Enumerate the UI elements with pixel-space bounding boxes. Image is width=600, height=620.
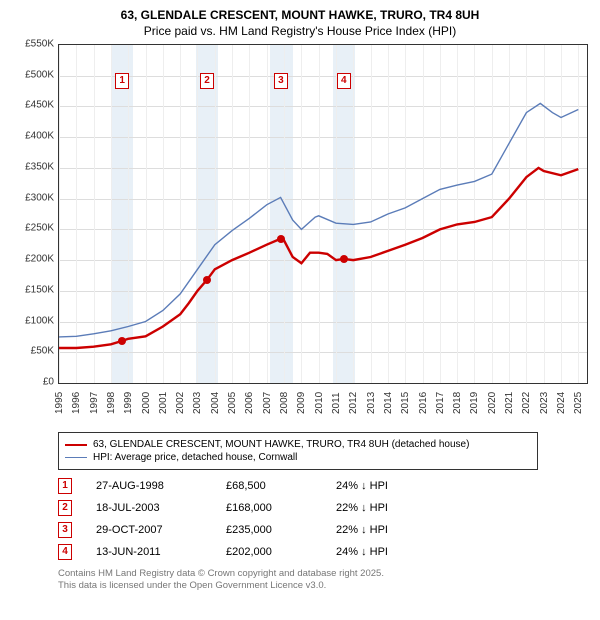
sale-price: £68,500 [226, 480, 336, 492]
x-tick-label: 2024 [556, 392, 567, 414]
y-tick-label: £100K [25, 315, 54, 326]
sale-index-box: 4 [58, 544, 72, 560]
x-tick-label: 2025 [573, 392, 584, 414]
legend-row: 63, GLENDALE CRESCENT, MOUNT HAWKE, TRUR… [65, 439, 531, 450]
y-tick-label: £150K [25, 284, 54, 295]
legend-label: 63, GLENDALE CRESCENT, MOUNT HAWKE, TRUR… [93, 439, 469, 450]
sale-point [118, 337, 126, 345]
legend-label: HPI: Average price, detached house, Corn… [93, 452, 297, 463]
y-axis: £0£50K£100K£150K£200K£250K£300K£350K£400… [12, 44, 56, 384]
x-tick-label: 2010 [314, 392, 325, 414]
series-line [59, 103, 578, 337]
sale-vs-hpi: 22% ↓ HPI [336, 524, 446, 536]
chart-container: 63, GLENDALE CRESCENT, MOUNT HAWKE, TRUR… [0, 0, 600, 601]
x-tick-label: 2007 [262, 392, 273, 414]
sale-index-box: 3 [58, 522, 72, 538]
chart-subtitle: Price paid vs. HM Land Registry's House … [12, 24, 588, 38]
x-tick-label: 2013 [366, 392, 377, 414]
x-tick-label: 1998 [106, 392, 117, 414]
x-tick-label: 2021 [504, 392, 515, 414]
footer-attribution: Contains HM Land Registry data © Crown c… [58, 568, 588, 593]
x-tick-label: 2023 [539, 392, 550, 414]
x-tick-label: 2008 [279, 392, 290, 414]
y-tick-label: £500K [25, 69, 54, 80]
x-tick-label: 2006 [244, 392, 255, 414]
x-tick-label: 2017 [435, 392, 446, 414]
x-tick-label: 1997 [89, 392, 100, 414]
sale-vs-hpi: 22% ↓ HPI [336, 502, 446, 514]
sale-marker: 4 [337, 73, 351, 89]
sale-date: 29-OCT-2007 [96, 524, 226, 536]
sale-row: 3 29-OCT-2007£235,00022% ↓ HPI [58, 522, 588, 538]
sale-index-box: 1 [58, 478, 72, 494]
sale-price: £202,000 [226, 546, 336, 558]
sale-point [277, 235, 285, 243]
sale-vs-hpi: 24% ↓ HPI [336, 480, 446, 492]
y-tick-label: £250K [25, 223, 54, 234]
sale-point [340, 255, 348, 263]
y-tick-label: £50K [31, 346, 54, 357]
sale-row: 2 18-JUL-2003£168,00022% ↓ HPI [58, 500, 588, 516]
x-tick-label: 2005 [227, 392, 238, 414]
y-tick-label: £200K [25, 254, 54, 265]
legend: 63, GLENDALE CRESCENT, MOUNT HAWKE, TRUR… [58, 432, 538, 470]
y-tick-label: £300K [25, 192, 54, 203]
legend-row: HPI: Average price, detached house, Corn… [65, 452, 531, 463]
x-tick-label: 2019 [469, 392, 480, 414]
series-line [59, 168, 578, 348]
legend-swatch [65, 457, 87, 458]
x-tick-label: 2022 [521, 392, 532, 414]
y-tick-label: £350K [25, 161, 54, 172]
sale-marker: 3 [274, 73, 288, 89]
sale-point [203, 276, 211, 284]
sale-date: 13-JUN-2011 [96, 546, 226, 558]
x-tick-label: 2020 [487, 392, 498, 414]
x-tick-label: 2004 [210, 392, 221, 414]
sale-date: 18-JUL-2003 [96, 502, 226, 514]
x-tick-label: 2002 [175, 392, 186, 414]
x-tick-label: 2009 [296, 392, 307, 414]
y-tick-label: £550K [25, 39, 54, 50]
x-tick-label: 2000 [141, 392, 152, 414]
sale-row: 1 27-AUG-1998£68,50024% ↓ HPI [58, 478, 588, 494]
sale-date: 27-AUG-1998 [96, 480, 226, 492]
plot-area: 1 2 3 4 [58, 44, 588, 384]
x-tick-label: 1999 [123, 392, 134, 414]
x-tick-label: 2016 [418, 392, 429, 414]
footer-line-1: Contains HM Land Registry data © Crown c… [58, 568, 588, 580]
chart-area: £0 £50K £100K £150K £200K £250K £300K £350K £400… [12, 44, 588, 424]
y-tick-label: £450K [25, 100, 54, 111]
sale-marker: 2 [200, 73, 214, 89]
sales-table: 127-AUG-1998£68,50024% ↓ HPI218-JUL-2003… [58, 478, 588, 560]
sale-price: £168,000 [226, 502, 336, 514]
sale-vs-hpi: 24% ↓ HPI [336, 546, 446, 558]
x-tick-label: 2003 [192, 392, 203, 414]
legend-swatch [65, 444, 87, 446]
y-tick-label: £0 [43, 377, 54, 388]
y-tick-label: £400K [25, 131, 54, 142]
x-tick-label: 2012 [348, 392, 359, 414]
x-tick-label: 2015 [400, 392, 411, 414]
sale-marker: 1 [115, 73, 129, 89]
x-tick-label: 2014 [383, 392, 394, 414]
x-tick-label: 2011 [331, 392, 342, 414]
footer-line-2: This data is licensed under the Open Gov… [58, 580, 588, 592]
x-tick-label: 2018 [452, 392, 463, 414]
chart-title: 63, GLENDALE CRESCENT, MOUNT HAWKE, TRUR… [12, 8, 588, 22]
line-layer [59, 45, 587, 383]
x-axis: 1995199619971998199920002001200220032004… [58, 384, 588, 424]
sale-price: £235,000 [226, 524, 336, 536]
x-tick-label: 1995 [54, 392, 65, 414]
x-tick-label: 1996 [71, 392, 82, 414]
sale-row: 4 13-JUN-2011£202,00024% ↓ HPI [58, 544, 588, 560]
sale-index-box: 2 [58, 500, 72, 516]
x-tick-label: 2001 [158, 392, 169, 414]
